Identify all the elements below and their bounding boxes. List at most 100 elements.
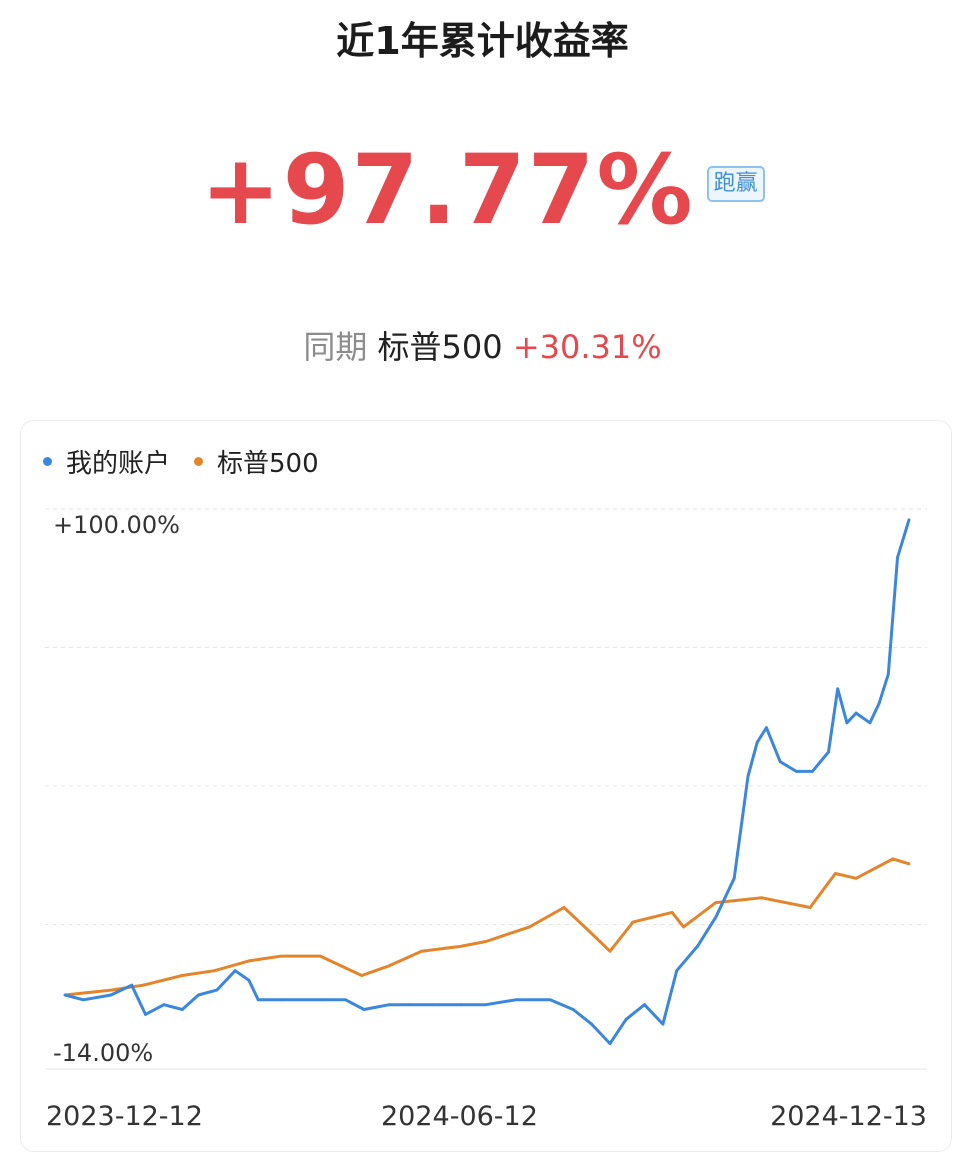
- data-point: [247, 979, 251, 982]
- data-point: [811, 770, 814, 773]
- data-point: [197, 993, 200, 997]
- chart-series: [63, 518, 911, 1046]
- data-point: [765, 726, 768, 730]
- data-point: [746, 774, 750, 778]
- data-point: [180, 974, 184, 977]
- data-point: [180, 1008, 184, 1011]
- data-point: [886, 672, 890, 676]
- data-point: [82, 998, 85, 1002]
- data-point: [696, 945, 699, 948]
- line-chart[interactable]: +100.00% -14.00% 2023-12-12 2024-06-12 2…: [21, 421, 951, 1151]
- data-point: [714, 901, 718, 904]
- y-tick-label-min: -14.00%: [53, 1039, 153, 1067]
- data-point: [834, 872, 837, 875]
- legend-label-benchmark: 标普500: [217, 449, 319, 479]
- data-point: [360, 974, 364, 977]
- data-point: [344, 998, 347, 1002]
- data-point: [459, 1003, 462, 1007]
- data-point: [608, 949, 612, 953]
- data-point: [845, 721, 849, 725]
- data-point: [714, 915, 718, 919]
- data-point: [836, 687, 840, 691]
- legend-item-account[interactable]: 我的账户: [43, 443, 170, 480]
- data-point: [279, 954, 283, 958]
- data-point: [631, 920, 635, 924]
- legend-dot-account: [43, 457, 52, 466]
- compare-prefix: 同期: [303, 328, 368, 366]
- data-point: [891, 857, 895, 861]
- data-point: [583, 925, 587, 929]
- data-point: [528, 925, 531, 929]
- data-point: [144, 1013, 147, 1016]
- data-point: [808, 906, 812, 909]
- return-summary: +97.77% 跑赢: [0, 130, 965, 250]
- data-point: [854, 876, 858, 880]
- data-point: [868, 721, 872, 725]
- data-point: [213, 969, 216, 973]
- data-point: [130, 983, 134, 987]
- data-point: [896, 556, 899, 559]
- legend-label-account: 我的账户: [66, 449, 171, 479]
- data-point: [247, 959, 251, 963]
- data-point: [215, 988, 219, 992]
- data-point: [760, 896, 764, 900]
- data-point: [420, 949, 423, 953]
- data-point: [732, 876, 736, 880]
- data-point: [141, 983, 145, 987]
- data-point: [109, 988, 113, 992]
- data-point: [109, 993, 113, 997]
- data-point: [675, 969, 679, 973]
- data-point: [459, 945, 462, 948]
- data-point: [431, 1003, 435, 1007]
- data-point: [548, 998, 552, 1002]
- series-line-account: [64, 519, 911, 1046]
- y-tick-label-max: +100.00%: [53, 511, 180, 539]
- data-point: [682, 925, 685, 929]
- data-point: [907, 862, 911, 866]
- data-point: [162, 1003, 166, 1007]
- x-tick-label-start: 2023-12-12: [46, 1101, 203, 1132]
- data-point: [755, 740, 759, 744]
- page-title: 近1年累计收益率: [336, 19, 629, 63]
- x-tick-label-end: 2024-12-13: [770, 1101, 927, 1132]
- data-point: [827, 750, 830, 754]
- data-point: [877, 702, 881, 705]
- data-point: [279, 998, 283, 1002]
- data-point: [562, 906, 566, 909]
- data-point: [256, 998, 260, 1002]
- compare-benchmark-name: 标普500: [377, 328, 503, 366]
- data-point: [362, 1008, 366, 1011]
- data-point: [643, 1003, 646, 1007]
- data-point: [318, 998, 322, 1002]
- data-point: [233, 969, 237, 973]
- series-line-benchmark: [64, 857, 910, 997]
- data-point: [514, 998, 518, 1002]
- cumulative-return-value: +97.77%: [200, 134, 695, 246]
- data-point: [661, 1022, 665, 1026]
- data-point: [387, 1003, 391, 1007]
- data-point: [624, 1017, 628, 1021]
- data-point: [318, 954, 322, 958]
- legend-dot-benchmark: [194, 457, 204, 466]
- data-point: [608, 1042, 612, 1045]
- data-point: [408, 1003, 412, 1007]
- data-point: [484, 940, 488, 943]
- chart-legend: 我的账户 标普500: [43, 443, 343, 480]
- data-point: [794, 770, 798, 773]
- data-point: [854, 711, 858, 715]
- data-point: [387, 964, 391, 968]
- data-point: [590, 1022, 593, 1026]
- compare-benchmark-value: +30.31%: [512, 328, 662, 366]
- x-tick-label-mid: 2024-06-12: [381, 1101, 538, 1132]
- data-point: [63, 993, 67, 997]
- outperform-badge: 跑赢: [706, 166, 765, 202]
- data-point: [484, 1003, 488, 1007]
- data-point: [778, 760, 782, 764]
- benchmark-compare: 同期 标普500 +30.31%: [0, 322, 965, 368]
- chart-card[interactable]: 我的账户 标普500 +100.00% -14.00% 2023-12-12 2…: [20, 420, 952, 1152]
- data-point: [907, 518, 911, 522]
- legend-item-benchmark[interactable]: 标普500: [194, 443, 319, 480]
- data-point: [571, 1008, 575, 1011]
- data-point: [670, 911, 674, 914]
- chart-grid: [45, 508, 927, 1070]
